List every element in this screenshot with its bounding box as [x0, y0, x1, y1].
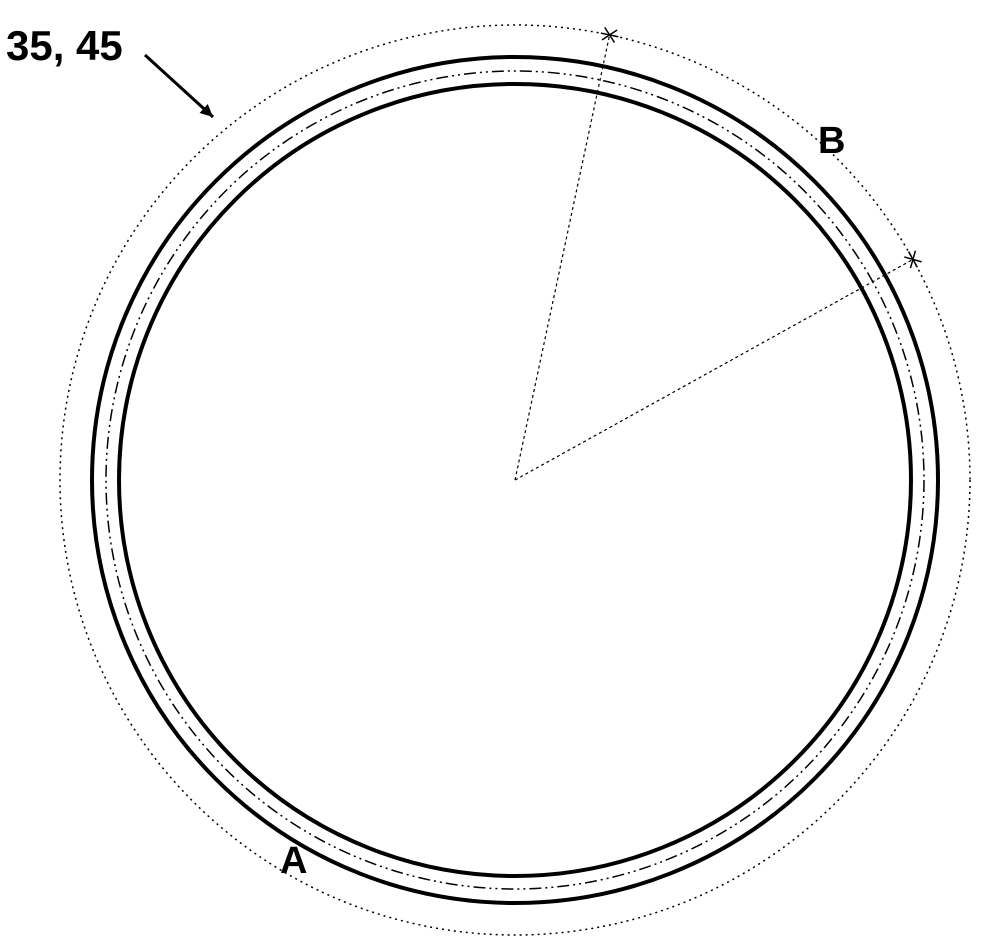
- radial-line-2: [515, 259, 913, 480]
- figure-canvas: 35, 45 B A: [0, 0, 1000, 936]
- angle-label-b: B: [818, 120, 845, 163]
- radial-line-1: [515, 35, 610, 480]
- reference-leader-line: [145, 55, 213, 117]
- ring-diagram-svg: [0, 0, 1000, 936]
- arc-label-a: A: [280, 840, 307, 883]
- reference-numeral-label: 35, 45: [6, 22, 123, 70]
